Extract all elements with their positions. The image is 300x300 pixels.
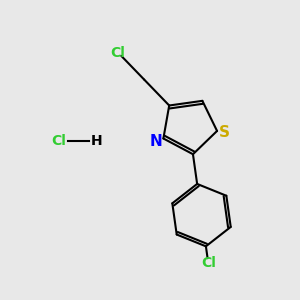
Text: N: N [150, 134, 163, 149]
Text: Cl: Cl [51, 134, 66, 148]
Text: S: S [219, 125, 230, 140]
Text: Cl: Cl [111, 46, 126, 60]
Text: H: H [91, 134, 102, 148]
Text: Cl: Cl [201, 256, 216, 270]
